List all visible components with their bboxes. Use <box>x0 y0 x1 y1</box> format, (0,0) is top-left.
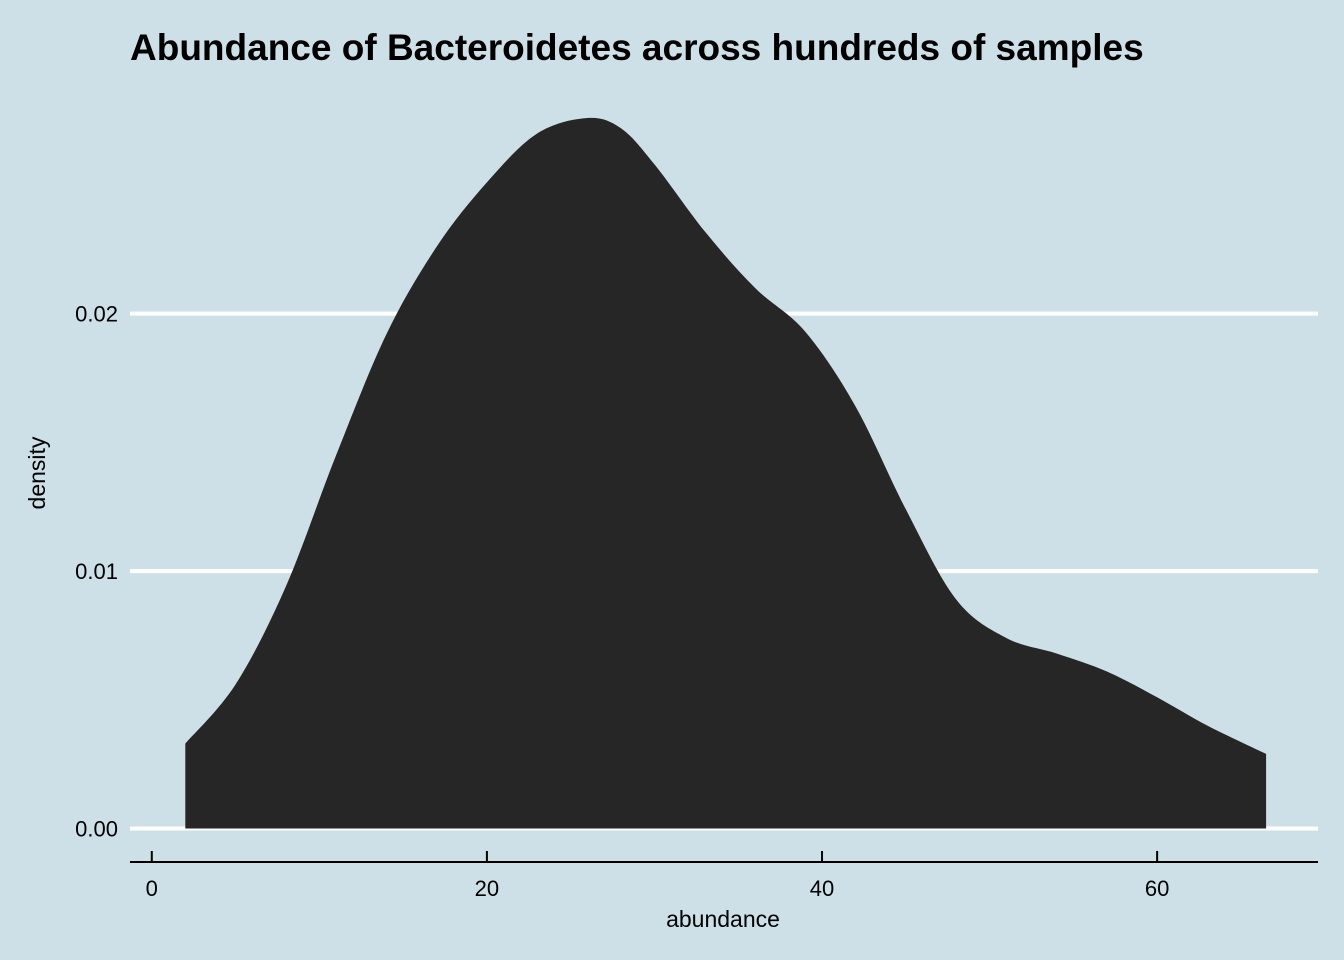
x-tick-label: 0 <box>146 876 158 901</box>
y-tick-label: 0.02 <box>75 302 118 327</box>
x-tick-label: 20 <box>475 876 499 901</box>
y-axis-ticks: 0.00 0.01 0.02 <box>75 302 118 842</box>
y-axis-title: density <box>24 436 50 509</box>
chart-title: Abundance of Bacteroidetes across hundre… <box>130 27 1144 68</box>
y-tick-label: 0.00 <box>75 817 118 842</box>
x-axis-title: abundance <box>666 906 780 932</box>
x-tick-label: 60 <box>1145 876 1169 901</box>
density-area <box>185 117 1267 829</box>
y-tick-label: 0.01 <box>75 559 118 584</box>
x-axis-ticks: 0 20 40 60 <box>146 851 1169 901</box>
x-tick-label: 40 <box>810 876 834 901</box>
